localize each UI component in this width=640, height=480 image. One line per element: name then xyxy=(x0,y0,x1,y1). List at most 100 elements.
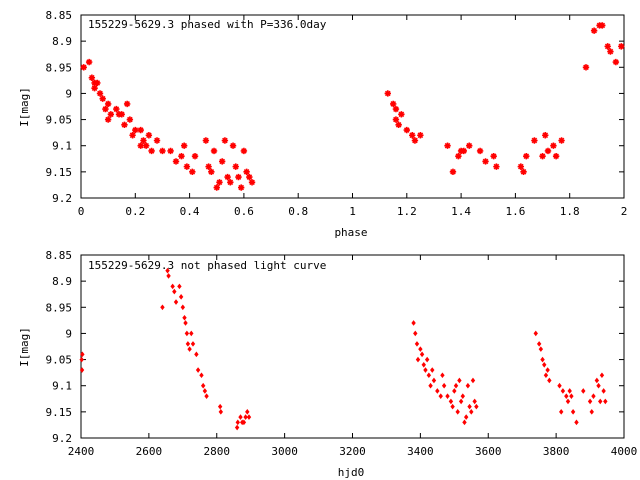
data-point xyxy=(582,64,590,71)
data-point xyxy=(140,137,147,144)
data-point xyxy=(415,356,421,363)
data-point xyxy=(598,398,603,405)
data-point xyxy=(208,168,215,176)
x-tick-label: 1 xyxy=(349,205,356,218)
data-point xyxy=(457,377,462,384)
data-point xyxy=(79,356,84,363)
data-point xyxy=(194,351,199,358)
data-point xyxy=(202,137,210,144)
data-point xyxy=(91,85,98,92)
data-point xyxy=(184,330,190,337)
data-point xyxy=(217,403,223,410)
axis-ticks: 2400 2600 2800 3000 3200 3400 3600 3800 4000 8.85… xyxy=(46,249,638,458)
data-point xyxy=(187,346,192,352)
data-point xyxy=(421,362,426,368)
x-tick-label: 2400 xyxy=(68,445,95,458)
data-point xyxy=(559,409,564,415)
data-point xyxy=(612,58,620,66)
data-point xyxy=(409,132,416,139)
y-tick-label: 8.95 xyxy=(46,301,73,314)
y-tick-label: 9.2 xyxy=(52,192,72,205)
y-tick-label: 9.05 xyxy=(46,114,73,127)
data-point xyxy=(455,152,462,160)
data-point xyxy=(542,362,547,368)
y-tick-label: 9.05 xyxy=(46,354,73,367)
data-point xyxy=(455,409,460,415)
x-tick-label: 3000 xyxy=(271,445,298,458)
data-point xyxy=(435,388,440,394)
x-tick-label: 2800 xyxy=(204,445,231,458)
data-point xyxy=(560,388,566,394)
data-point xyxy=(441,382,447,389)
data-point xyxy=(104,100,112,108)
data-point xyxy=(190,341,196,347)
data-point xyxy=(102,105,109,113)
data-point xyxy=(118,111,125,118)
x-tick-label: 1.6 xyxy=(505,205,525,218)
data-point xyxy=(237,184,245,191)
data-point xyxy=(574,419,579,426)
data-point xyxy=(557,382,562,389)
data-point xyxy=(536,341,542,347)
data-point xyxy=(205,163,212,170)
data-point xyxy=(607,48,614,55)
data-point xyxy=(591,393,596,399)
data-point xyxy=(452,388,457,394)
data-point xyxy=(235,173,242,181)
data-point xyxy=(564,393,569,399)
data-point xyxy=(172,158,180,165)
data-point xyxy=(160,304,165,311)
data-point xyxy=(444,142,451,149)
y-tick-label: 8.85 xyxy=(46,249,73,262)
data-point xyxy=(113,105,120,113)
data-point xyxy=(599,22,606,29)
unphased-light-curve-panel: 155229-5629.3 not phased light curve I[m… xyxy=(18,249,637,479)
data-point xyxy=(465,382,471,389)
data-point xyxy=(542,132,549,139)
data-point xyxy=(493,163,500,170)
axis-ticks: 0 0.2 0.4 0.6 0.8 1 1.2 1.4 1.6 1.8 2 8.85 8.9 8.95 9 9… xyxy=(46,9,628,218)
data-point xyxy=(544,147,552,155)
y-tick-label: 8.95 xyxy=(46,61,73,74)
data-point xyxy=(202,388,208,394)
data-point xyxy=(218,409,224,415)
data-point xyxy=(185,341,191,347)
data-point xyxy=(552,152,560,160)
x-tick-label: 3800 xyxy=(543,445,570,458)
data-point xyxy=(430,367,435,373)
data-point xyxy=(104,116,112,123)
data-point xyxy=(414,341,420,347)
data-point xyxy=(424,356,430,363)
data-point xyxy=(173,299,179,305)
data-point xyxy=(248,179,256,186)
x-tick-label: 3400 xyxy=(407,445,434,458)
x-tick-label: 0.2 xyxy=(125,205,145,218)
data-point xyxy=(80,64,87,71)
data-point xyxy=(539,152,546,160)
data-point xyxy=(523,152,530,160)
data-point xyxy=(431,377,437,384)
data-point xyxy=(395,121,402,128)
data-points xyxy=(79,267,608,431)
x-tick-label: 3600 xyxy=(475,445,502,458)
data-point xyxy=(243,168,250,176)
y-tick-label: 8.85 xyxy=(46,9,73,22)
data-point xyxy=(137,126,144,134)
data-point xyxy=(121,121,128,128)
data-point xyxy=(517,163,525,170)
data-point xyxy=(565,398,571,405)
data-point xyxy=(467,403,472,410)
data-point xyxy=(166,273,171,279)
data-point xyxy=(245,409,250,415)
data-point xyxy=(132,126,139,134)
data-point xyxy=(213,184,220,191)
data-point xyxy=(474,403,479,410)
data-point xyxy=(189,168,196,176)
data-point xyxy=(392,116,400,123)
data-point xyxy=(450,403,455,410)
data-point xyxy=(137,142,144,149)
data-point xyxy=(189,330,194,337)
data-point xyxy=(470,377,476,384)
data-point xyxy=(594,377,600,384)
data-point xyxy=(449,168,457,176)
